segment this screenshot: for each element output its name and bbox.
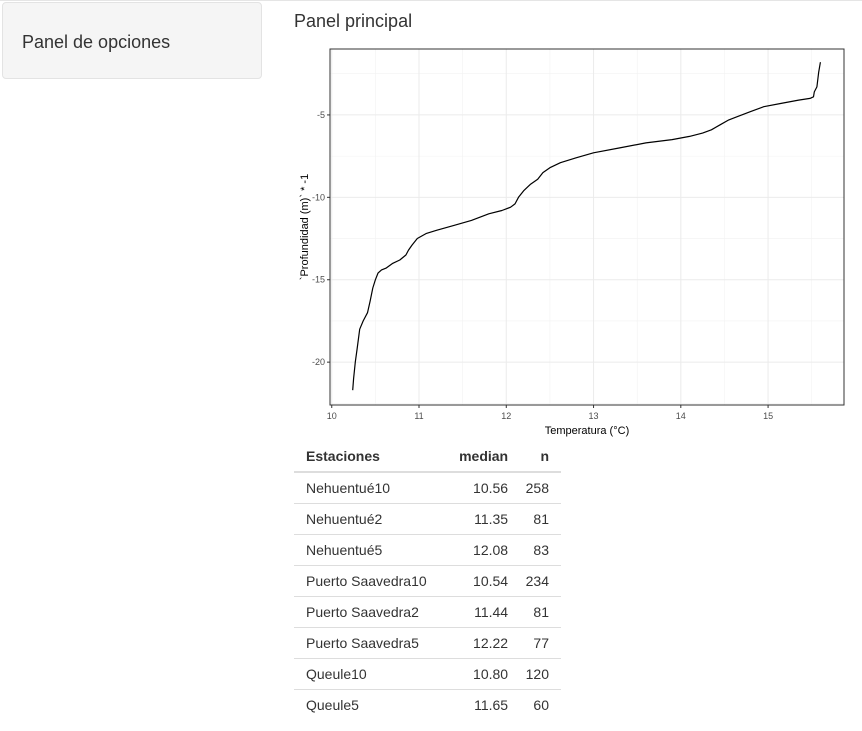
table-header-row: Estaciones median n xyxy=(294,441,561,473)
cell-median: 11.65 xyxy=(444,689,521,720)
table-row: Nehuentué10 10.56 258 xyxy=(294,471,561,504)
cell-station: Nehuentué2 xyxy=(294,503,445,535)
cell-n: 258 xyxy=(520,471,561,504)
cell-median: 10.54 xyxy=(444,565,521,597)
temperature-depth-plot: 10 11 12 13 14 15 -5 -10 -15 -20 Temperatura (°C… xyxy=(294,40,850,443)
top-divider xyxy=(0,0,862,1)
line-chart: 10 11 12 13 14 15 -5 -10 -15 -20 Temperatura (°C… xyxy=(299,48,845,437)
cell-station: Puerto Saavedra5 xyxy=(294,627,445,659)
header-median: median xyxy=(444,441,521,473)
x-tick-label: 12 xyxy=(501,411,511,421)
cell-station: Queule5 xyxy=(294,689,445,720)
cell-median: 11.35 xyxy=(444,503,521,535)
table-row: Nehuentué2 11.35 81 xyxy=(294,503,561,535)
sidebar-title: Panel de opciones xyxy=(22,32,171,52)
y-axis-label: `Profundidad (m)` * -1 xyxy=(299,174,311,280)
cell-n: 83 xyxy=(520,534,561,566)
grid-minor xyxy=(330,49,844,405)
cell-n: 60 xyxy=(520,689,561,720)
x-axis: 10 11 12 13 14 15 xyxy=(327,405,773,421)
cell-n: 77 xyxy=(520,627,561,659)
table-row: Queule5 11.65 60 xyxy=(294,689,561,720)
cell-station: Nehuentué5 xyxy=(294,534,445,566)
series-layer xyxy=(352,62,821,391)
table-row: Puerto Saavedra2 11.44 81 xyxy=(294,596,561,628)
x-tick-label: 10 xyxy=(327,411,337,421)
x-tick-label: 15 xyxy=(763,411,773,421)
header-estaciones: Estaciones xyxy=(294,441,445,473)
cell-median: 12.22 xyxy=(444,627,521,659)
cell-station: Puerto Saavedra10 xyxy=(294,565,445,597)
stations-summary-table: Estaciones median n Nehuentué10 10.56 25… xyxy=(294,441,561,720)
table-row: Puerto Saavedra10 10.54 234 xyxy=(294,565,561,597)
cell-station: Puerto Saavedra2 xyxy=(294,596,445,628)
table-row: Queule10 10.80 120 xyxy=(294,658,561,690)
cell-n: 120 xyxy=(520,658,561,690)
cell-n: 81 xyxy=(520,503,561,535)
header-n: n xyxy=(520,441,561,473)
cell-median: 12.08 xyxy=(444,534,521,566)
cell-n: 81 xyxy=(520,596,561,628)
cell-station: Queule10 xyxy=(294,658,445,690)
y-axis: -5 -10 -15 -20 xyxy=(312,110,330,367)
y-tick-label: -15 xyxy=(312,275,325,285)
y-tick-label: -5 xyxy=(317,110,325,120)
series-line xyxy=(352,62,821,391)
cell-median: 10.56 xyxy=(444,471,521,504)
table-row: Nehuentué5 12.08 83 xyxy=(294,534,561,566)
grid-major xyxy=(330,49,844,405)
x-tick-label: 11 xyxy=(414,411,423,421)
cell-n: 234 xyxy=(520,565,561,597)
y-tick-label: -10 xyxy=(312,192,325,202)
y-tick-label: -20 xyxy=(312,357,325,367)
cell-median: 10.80 xyxy=(444,658,521,690)
main-panel-title: Panel principal xyxy=(294,11,413,31)
sidebar-panel: Panel de opciones xyxy=(2,2,262,79)
cell-station: Nehuentué10 xyxy=(294,471,445,504)
plot-panel-border xyxy=(329,48,845,406)
table-row: Puerto Saavedra5 12.22 77 xyxy=(294,627,561,659)
x-axis-label: Temperatura (°C) xyxy=(545,425,629,437)
x-tick-label: 13 xyxy=(589,411,599,421)
cell-median: 11.44 xyxy=(444,596,521,628)
x-tick-label: 14 xyxy=(676,411,686,421)
